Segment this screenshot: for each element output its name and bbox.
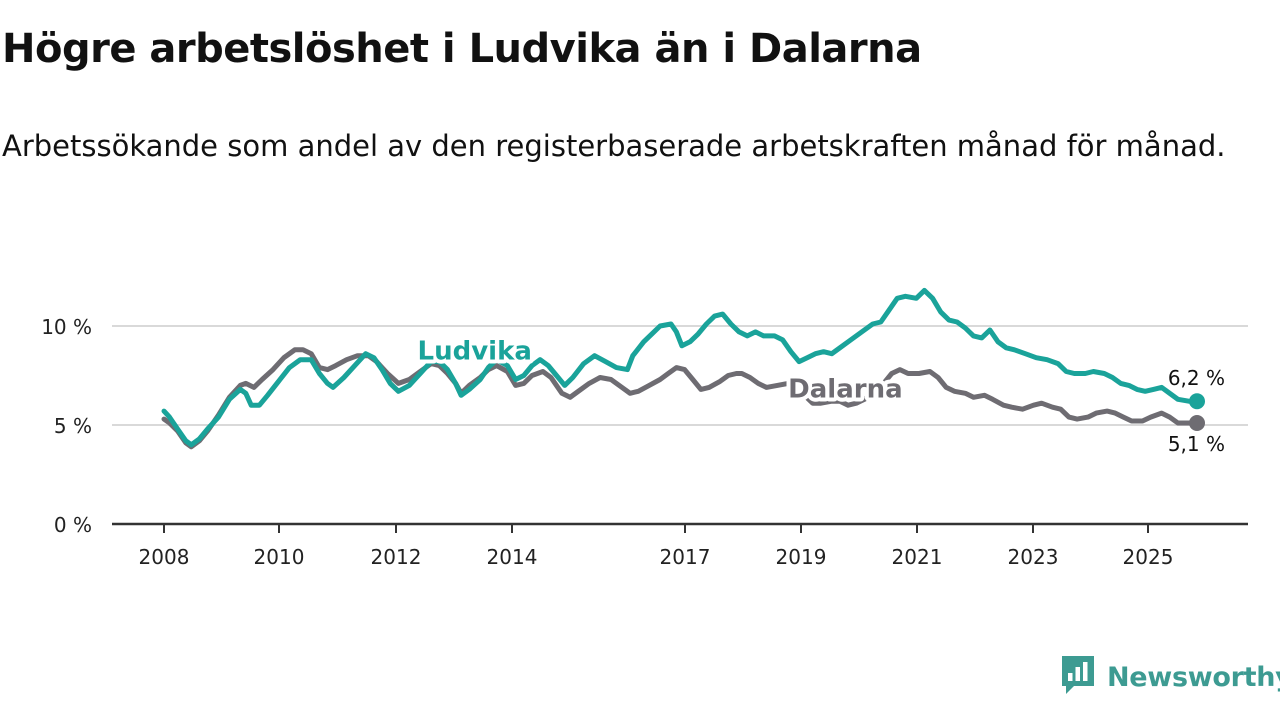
x-axis: 2008 2010 2012 2014 2017 2019 2021 2023 2025 [112,522,1248,569]
brand-name: Newsworthy [1107,661,1280,693]
x-tick-label: 2012 [371,545,422,569]
series-group [161,287,1205,450]
x-tick-label: 2025 [1123,545,1174,569]
newsworthy-logo-icon [1059,654,1097,700]
x-tick-label: 2014 [487,545,538,569]
x-tick-label: 2017 [660,545,711,569]
y-tick-label: 10 % [41,315,92,339]
end-label-halo: 5,1 % [1168,432,1225,456]
series-line-dalarna [161,347,1200,450]
end-label-halo: 6,2 % [1168,366,1225,390]
x-tick-label: 2008 [139,545,190,569]
chart-subtitle: Arbetssökande som andel av den registerb… [2,129,1226,163]
x-tick-label: 2021 [892,545,943,569]
end-label-dalarna: 5,1 % [1168,432,1225,456]
gridlines [112,325,1248,426]
newsworthy-logo: Newsworthy [1059,654,1280,700]
series-label-dalarna: Dalarna [788,374,902,404]
series-label-halo: Ludvika [418,337,532,367]
series-line-ludvika [161,287,1200,448]
x-tick-label: 2019 [776,545,827,569]
y-tick-label: 0 % [54,513,92,537]
x-tick-label: 2023 [1008,545,1059,569]
end-label-ludvika: 6,2 % [1168,366,1225,390]
y-tick-label: 5 % [54,414,92,438]
end-point-ludvika [1189,393,1205,410]
series-label-halo: Dalarna [788,374,902,404]
x-tick-label: 2010 [254,545,305,569]
series-label-ludvika: Ludvika [418,337,532,367]
end-point-dalarna [1189,415,1205,432]
y-axis: 0 % 5 % 10 % [41,315,92,537]
chart-title: Högre arbetslöshet i Ludvika än i Dalarn… [2,26,922,72]
